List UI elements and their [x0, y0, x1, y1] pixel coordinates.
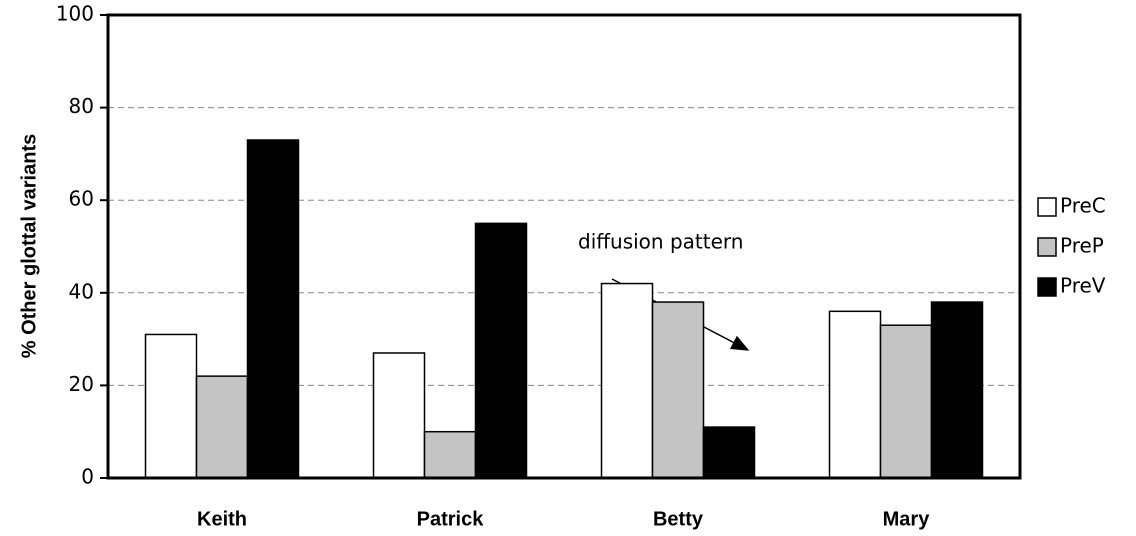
legend-swatch: [1037, 277, 1057, 297]
y-tick-label: 40: [69, 279, 94, 303]
bar: [702, 426, 756, 479]
y-tick-label: 0: [81, 465, 94, 489]
legend-swatch: [1037, 237, 1057, 257]
bar: [474, 222, 528, 479]
y-tick-label: 60: [69, 187, 94, 211]
bar: [879, 324, 933, 479]
legend-label: PreV: [1060, 274, 1106, 298]
y-tick-label: 100: [56, 2, 94, 26]
bar: [651, 301, 705, 479]
legend-label: PreC: [1060, 194, 1106, 218]
legend-label: PreP: [1060, 234, 1104, 258]
bar: [930, 301, 984, 479]
y-tick-label: 20: [69, 372, 94, 396]
annotation: diffusion pattern: [578, 230, 743, 254]
bar: [246, 139, 300, 479]
x-tick-label: Keith: [197, 508, 247, 530]
x-tick-label: Mary: [883, 508, 931, 530]
y-tick-label: 80: [69, 94, 94, 118]
bar: [600, 282, 654, 479]
legend-swatch: [1037, 197, 1057, 217]
x-tick-label: Betty: [653, 508, 704, 530]
bar: [144, 333, 198, 479]
bar: [195, 375, 249, 479]
bar: [423, 430, 477, 479]
bar: [828, 310, 882, 479]
x-tick-label: Patrick: [417, 508, 485, 530]
bar: [372, 352, 426, 479]
y-axis-label: % Other glottal variants: [18, 134, 40, 359]
plot-frame: [106, 13, 1022, 480]
